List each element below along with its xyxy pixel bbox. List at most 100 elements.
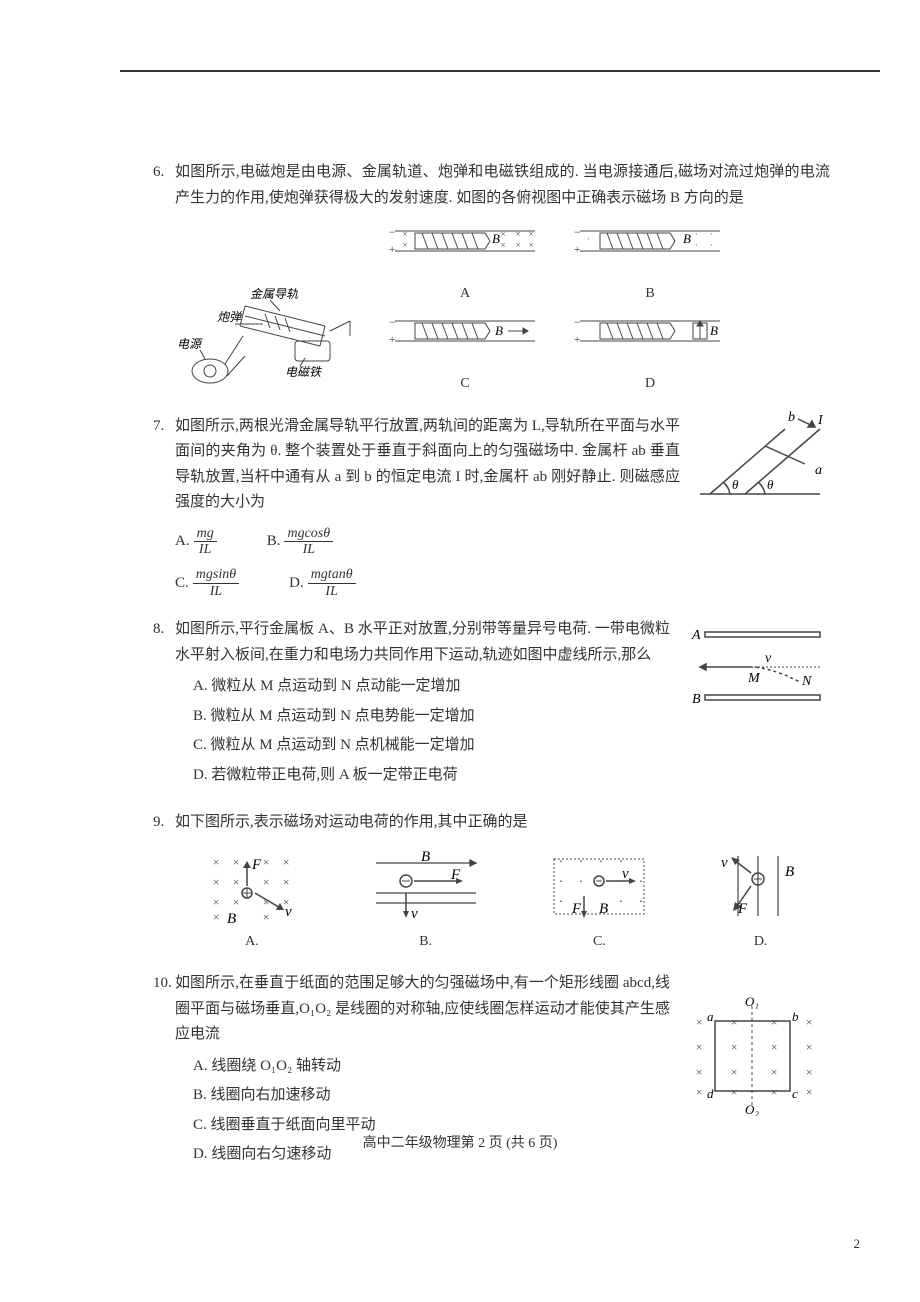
q6-diagrams: 金属导轨 炮弹 电源 电磁铁 ×× ××× [175,223,830,396]
q8-B-label: B [692,692,701,707]
q8-A-label: A [691,628,701,643]
q7-a-lbl: A. [175,529,190,555]
q9d-B: B [785,864,794,880]
svg-text:−: − [573,225,581,239]
svg-text:+: + [573,332,581,346]
q9-svg-c: ···· ···· ··· v F B [544,851,654,926]
q9-svg-a: ×××× ×××× ×××× ×× F v B [197,851,307,926]
q7-opt-d: D. mgtanθIL [289,567,355,599]
svg-text:·: · [619,895,623,910]
svg-text:+: + [573,242,581,256]
q7-a-den: IL [196,542,214,557]
svg-text:×: × [500,229,506,239]
q8-N-label: N [801,674,812,689]
svg-text:×: × [402,229,408,239]
svg-text:+: + [388,332,396,346]
svg-text:×: × [770,1085,778,1099]
q7-d-den: IL [322,584,340,599]
svg-text:×: × [730,1015,738,1029]
svg-text:×: × [500,240,506,250]
svg-text:×: × [695,1065,703,1079]
svg-text:·: · [695,229,697,239]
q7-theta2: θ [767,477,774,492]
svg-text:×: × [528,229,534,239]
content-area: 6. 如图所示,电磁炮是由电源、金属轨道、炮弹和电磁铁组成的. 当电源接通后,磁… [175,160,830,1190]
q10-c: c [792,1086,798,1101]
q10-d: d [707,1086,714,1101]
q6-number: 6. [153,160,164,186]
q6-opt-d-svg: − + B [565,313,735,358]
q9b-v: v [411,906,418,922]
q9-opt-c: C. [593,930,606,954]
q6-opt-a-svg: ×× ××× ××× − + B [380,223,550,268]
q9a-F: F [251,857,262,873]
svg-text:×: × [805,1040,813,1054]
svg-text:×: × [212,895,220,909]
q6-rail-label: 金属导轨 [250,287,298,301]
q7-b-label: b [788,410,795,425]
q7-row1: A. mgIL B. mgcosθIL [175,526,830,558]
page-number: 2 [854,1236,861,1252]
q8-diagram: A B v M N [680,627,830,712]
svg-text:×: × [212,855,220,869]
svg-text:×: × [730,1085,738,1099]
svg-text:·: · [559,895,563,910]
q6-b-sym-c: B [495,323,503,338]
q9d-F: F [737,901,748,917]
question-9: 9. 如下图所示,表示磁场对运动电荷的作用,其中正确的是 ×××× ×××× ×… [175,810,830,953]
q9-box-c: ···· ···· ··· v F B C. [544,851,654,954]
svg-text:×: × [730,1065,738,1079]
svg-text:×: × [528,240,534,250]
svg-text:·: · [710,229,712,239]
q10-number: 10. [153,971,172,997]
q9-box-a: ×××× ×××× ×××× ×× F v B A. [197,851,307,954]
svg-text:×: × [402,240,408,250]
svg-text:×: × [695,1085,703,1099]
q10-O2: O₂ [745,1102,759,1116]
q7-c-num: mgsinθ [193,567,239,583]
svg-text:×: × [515,229,521,239]
svg-text:·: · [579,875,583,890]
q7-diagram: b I a θ θ [690,409,830,509]
svg-text:×: × [805,1085,813,1099]
svg-text:+: + [388,242,396,256]
svg-text:·: · [639,895,643,910]
q9-diagrams: ×××× ×××× ×××× ×× F v B A. [175,851,830,954]
q7-opt-b: B. mgcosθIL [267,526,333,558]
q7-c-lbl: C. [175,571,189,597]
q8-opt-d: D. 若微粒带正电荷,则 A 板一定带正电荷 [193,763,830,789]
q6-opt-b-svg: ··· ·· − + B [565,223,735,268]
q9-svg-d: v B F [713,851,808,926]
q9a-B: B [227,911,236,926]
q9-opt-b: B. [419,930,432,954]
q6-options-col2: ··· ·· − + B B [565,223,735,396]
q7-b-den: IL [300,542,318,557]
q9c-v: v [622,866,629,882]
svg-text:×: × [232,895,240,909]
svg-text:·: · [710,240,712,250]
svg-text:×: × [212,875,220,889]
q10-a: a [707,1009,714,1024]
q8-opt-c: C. 微粒从 M 点运动到 N 点机械能一定增加 [193,733,830,759]
svg-text:×: × [770,1065,778,1079]
svg-text:×: × [695,1015,703,1029]
q6-b-sym-b: B [683,231,691,246]
svg-text:×: × [232,855,240,869]
svg-text:×: × [770,1015,778,1029]
svg-text:·: · [559,855,563,870]
q8-number: 8. [153,617,164,643]
svg-text:×: × [805,1065,813,1079]
q7-number: 7. [153,414,164,440]
svg-text:×: × [805,1015,813,1029]
svg-text:×: × [282,875,290,889]
svg-text:×: × [212,910,220,924]
q6-shell-label: 炮弹 [217,310,242,324]
page-top-rule [120,70,880,72]
q6-opt-c-label: C [380,372,550,396]
svg-text:−: − [388,315,396,329]
q9d-v: v [721,855,728,871]
q9-opt-a: A. [245,930,259,954]
q7-d-lbl: D. [289,571,304,597]
svg-text:−: − [388,225,396,239]
q7-row2: C. mgsinθ IL D. mgtanθIL [175,567,830,599]
